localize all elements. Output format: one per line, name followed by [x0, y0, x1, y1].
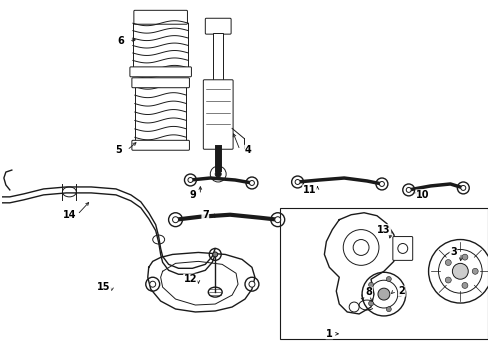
Circle shape — [275, 217, 281, 223]
Circle shape — [386, 276, 392, 282]
Circle shape — [213, 252, 218, 257]
Text: 9: 9 — [189, 190, 196, 200]
Circle shape — [188, 177, 193, 183]
Circle shape — [172, 217, 178, 223]
Circle shape — [397, 292, 402, 297]
Circle shape — [406, 188, 411, 192]
FancyBboxPatch shape — [203, 80, 233, 149]
Circle shape — [445, 277, 451, 283]
Circle shape — [368, 282, 373, 287]
Text: 2: 2 — [398, 286, 405, 296]
FancyBboxPatch shape — [213, 33, 223, 81]
Text: 4: 4 — [245, 145, 251, 155]
Circle shape — [368, 301, 373, 306]
Circle shape — [215, 171, 221, 177]
FancyBboxPatch shape — [393, 237, 413, 260]
Circle shape — [452, 264, 468, 279]
Text: 8: 8 — [366, 287, 372, 297]
Circle shape — [249, 281, 255, 287]
Text: 7: 7 — [202, 210, 209, 220]
FancyBboxPatch shape — [134, 10, 188, 24]
Text: 15: 15 — [98, 282, 111, 292]
Circle shape — [462, 254, 468, 260]
Text: 13: 13 — [377, 225, 391, 235]
FancyBboxPatch shape — [205, 18, 231, 34]
Text: 6: 6 — [118, 36, 124, 46]
Text: 10: 10 — [416, 190, 429, 200]
Circle shape — [379, 181, 385, 186]
Circle shape — [472, 268, 478, 274]
Circle shape — [150, 281, 156, 287]
Circle shape — [386, 307, 392, 312]
Text: 12: 12 — [184, 274, 197, 284]
Circle shape — [295, 180, 300, 184]
FancyBboxPatch shape — [132, 140, 190, 150]
Circle shape — [249, 180, 254, 185]
Text: 1: 1 — [326, 329, 333, 339]
Circle shape — [378, 288, 390, 300]
Text: 3: 3 — [450, 247, 457, 257]
FancyBboxPatch shape — [132, 78, 190, 88]
Text: 11: 11 — [303, 185, 316, 195]
Circle shape — [461, 185, 466, 190]
Circle shape — [462, 283, 468, 288]
Circle shape — [445, 260, 451, 266]
FancyBboxPatch shape — [130, 67, 192, 77]
Text: 5: 5 — [116, 145, 122, 155]
Text: 14: 14 — [63, 210, 76, 220]
